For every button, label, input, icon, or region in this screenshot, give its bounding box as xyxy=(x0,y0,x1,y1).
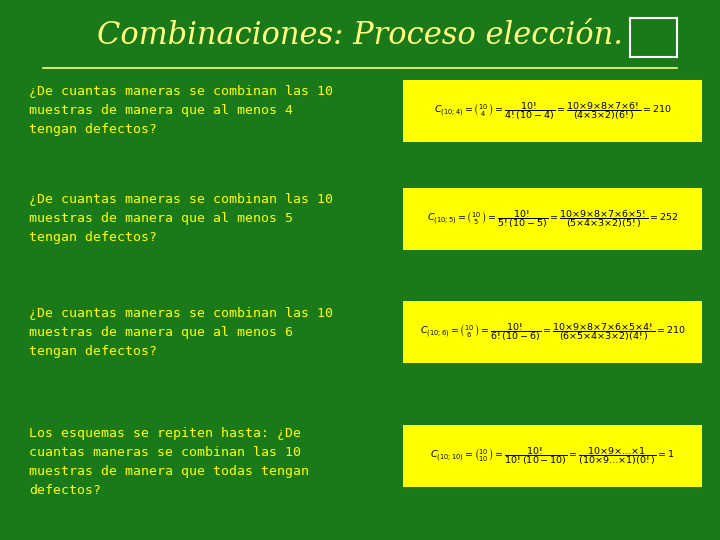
FancyBboxPatch shape xyxy=(403,79,702,141)
FancyBboxPatch shape xyxy=(403,301,702,363)
Text: Combinaciones: Proceso elección.: Combinaciones: Proceso elección. xyxy=(97,19,623,51)
Text: ¿De cuantas maneras se combinan las 10
muestras de manera que al menos 5
tengan : ¿De cuantas maneras se combinan las 10 m… xyxy=(29,193,333,244)
Text: ¿De cuantas maneras se combinan las 10
muestras de manera que al menos 6
tengan : ¿De cuantas maneras se combinan las 10 m… xyxy=(29,307,333,357)
Text: $C_{(10;10)} = \binom{10}{10} = \dfrac{10!}{10!(10-10)} = \dfrac{10{\times}9{\ti: $C_{(10;10)} = \binom{10}{10} = \dfrac{1… xyxy=(431,446,675,467)
Text: $C_{(10;5)} = \binom{10}{5} = \dfrac{10!}{5!(10-5)} = \dfrac{10{\times}9{\times}: $C_{(10;5)} = \binom{10}{5} = \dfrac{10!… xyxy=(427,208,678,230)
Text: $C_{(10;4)} = \binom{10}{4} = \dfrac{10!}{4!(10-4)} = \dfrac{10{\times}9{\times}: $C_{(10;4)} = \binom{10}{4} = \dfrac{10!… xyxy=(433,100,672,122)
Text: ¿De cuantas maneras se combinan las 10
muestras de manera que al menos 4
tengan : ¿De cuantas maneras se combinan las 10 m… xyxy=(29,85,333,136)
Text: $C_{(10;6)} = \binom{10}{6} = \dfrac{10!}{6!(10-6)} = \dfrac{10{\times}9{\times}: $C_{(10;6)} = \binom{10}{6} = \dfrac{10!… xyxy=(420,321,685,343)
Text: Los esquemas se repiten hasta: ¿De
cuantas maneras se combinan las 10
muestras d: Los esquemas se repiten hasta: ¿De cuant… xyxy=(29,427,309,497)
FancyBboxPatch shape xyxy=(403,188,702,249)
FancyBboxPatch shape xyxy=(403,426,702,487)
